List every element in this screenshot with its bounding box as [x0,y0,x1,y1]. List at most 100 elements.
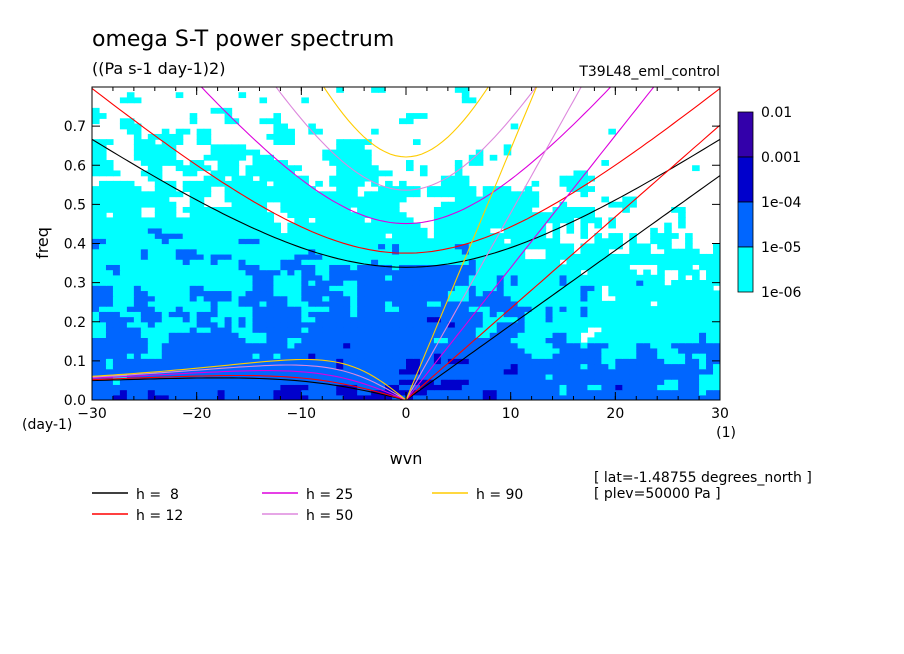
power-cell [678,217,686,224]
power-cell [350,154,358,161]
power-cell [685,300,693,307]
power-cell [224,321,233,328]
power-cell [92,113,100,119]
power-cell [580,253,589,260]
y-tick-label: 0.0 [64,393,86,409]
power-cell [692,373,700,380]
power-cell [140,139,149,145]
power-cell [503,274,512,281]
power-cell [378,311,386,318]
power-cell [699,316,707,323]
power-cell [371,274,379,281]
power-cell [510,326,519,333]
power-cell [552,326,561,333]
power-cell [426,306,435,312]
power-cell [273,248,281,255]
power-cell [524,384,533,391]
power-cell [482,316,491,323]
power-cell [175,139,184,145]
power-cell [119,264,128,271]
power-cell [231,253,240,260]
power-cell [287,222,295,229]
power-cell [433,253,442,260]
power-cell [385,358,393,365]
chart-title: omega S-T power spectrum [92,27,394,52]
power-cell [112,274,121,281]
power-cell [468,217,477,224]
power-cell [524,186,533,192]
dispersion-curve [92,358,407,400]
power-cell [147,227,156,234]
power-cell [364,321,372,328]
power-cell [385,347,393,354]
power-cell [468,243,477,250]
power-cell [461,217,470,224]
power-cell [552,394,561,400]
power-cell [189,363,198,370]
power-cell [713,248,720,255]
power-cell [385,217,393,224]
power-cell [329,201,337,208]
power-cell [189,264,198,271]
power-cell [622,264,630,271]
power-cell [92,285,100,292]
power-cell [447,201,456,208]
power-cell [147,222,156,229]
power-cell [126,222,135,229]
power-cell [238,238,247,245]
power-cell [496,280,505,286]
power-cell [280,290,288,297]
power-cell [496,196,505,203]
power-cell [238,285,247,292]
power-cell [650,321,658,328]
power-cell [371,332,379,338]
power-cell [119,342,128,349]
power-cell [238,280,247,286]
power-cell [273,337,281,344]
power-cell [440,306,449,312]
power-cell [545,243,554,250]
power-cell [238,92,247,99]
power-cell [587,316,595,323]
power-cell [573,373,582,380]
power-cell [475,201,484,208]
power-cell [510,217,519,224]
power-cell [615,274,623,281]
power-cell [510,389,519,396]
power-cell [168,186,177,192]
power-cell [252,337,261,344]
power-cell [699,264,707,271]
power-cell [238,306,247,312]
power-cell [259,97,268,104]
power-cell [622,326,630,333]
power-cell [447,295,456,302]
y-tick-label: 0.5 [64,197,86,213]
power-cell [301,227,309,234]
power-cell [447,368,456,375]
power-cell [245,353,254,359]
power-cell [224,243,233,250]
power-cell [161,248,170,255]
power-cell [238,206,247,213]
power-cell [468,160,477,166]
power-cell [112,227,121,234]
power-cell [329,326,337,333]
power-cell [294,295,302,302]
power-cell [699,363,707,370]
power-cell [573,321,582,328]
power-cell [678,384,686,391]
power-cell [343,175,351,182]
power-cell [664,342,672,349]
power-cell [650,337,658,344]
power-cell [419,300,428,307]
power-cell [517,342,526,349]
power-cell [301,321,309,328]
power-cell [315,238,323,245]
power-cell [322,222,330,229]
power-cell [399,342,407,349]
power-cell [531,222,540,229]
power-cell [238,384,247,391]
power-cell [392,253,400,260]
power-cell [657,347,665,354]
power-cell [266,300,275,307]
